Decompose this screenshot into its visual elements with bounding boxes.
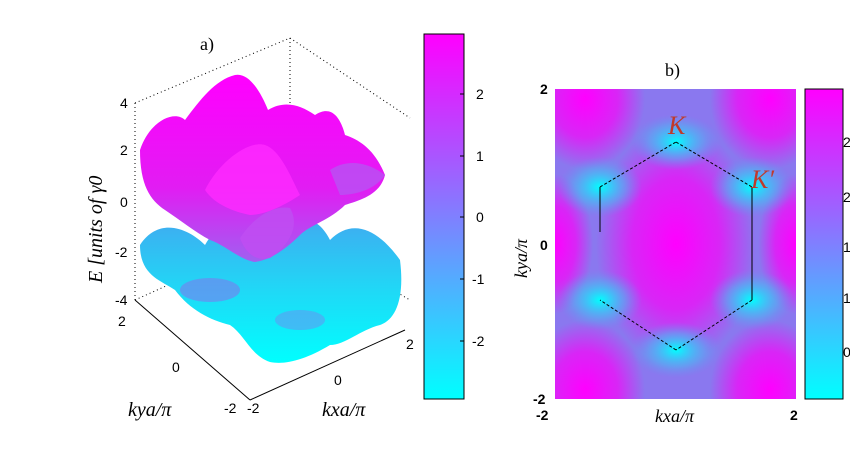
z-tick: 4 <box>120 95 128 111</box>
point-K: K <box>667 111 687 140</box>
z-tick: 0 <box>120 194 128 210</box>
colorbar-tick: 0 <box>843 344 850 360</box>
ky-tick: 0 <box>172 359 180 375</box>
colorbar-tick: 1 <box>843 290 850 306</box>
x-tick: 2 <box>790 407 798 423</box>
colorbar-tick: 1 <box>843 239 850 255</box>
colorbar-a: 2 1 0 -1 -2 <box>423 33 485 400</box>
z-tick: -2 <box>115 244 128 260</box>
panel-b: b) K K′ 2 <box>511 60 850 426</box>
colorbar-tick: 2 <box>476 86 484 102</box>
panel-b-label: b) <box>665 60 680 81</box>
kx-axis-label: kxa/π <box>322 399 366 421</box>
heatmap <box>555 89 796 399</box>
ky-tick: -2 <box>224 400 237 416</box>
z-tick: -4 <box>115 292 128 308</box>
kx-tick: 0 <box>334 372 342 388</box>
ky-axis-label: kya/π <box>128 399 172 421</box>
colorbar-tick: 2 <box>843 134 850 150</box>
x-tick: -2 <box>536 407 549 423</box>
panel-a: a) 4 2 0 -2 -4 2 0 <box>85 33 485 421</box>
x-axis-label: kxa/π <box>655 406 695 426</box>
colorbar-b: 2 2 1 1 0 <box>804 88 850 400</box>
kx-axis: -2 0 2 <box>247 329 414 416</box>
colorbar-tick: 2 <box>843 189 850 205</box>
brillouin-zone <box>599 141 753 351</box>
y-tick: 2 <box>540 81 548 97</box>
ky-tick: 2 <box>118 313 126 329</box>
z-axis-label: E [units of γ0 <box>85 176 107 284</box>
y-axis-label: kya/π <box>511 238 531 278</box>
z-axis: 4 2 0 -2 -4 <box>115 95 128 308</box>
panel-a-label: a) <box>200 34 214 55</box>
upper-band-fold <box>240 207 294 259</box>
z-tick: 2 <box>120 142 128 158</box>
y-tick: -2 <box>533 391 546 407</box>
colorbar-tick: 1 <box>476 148 484 164</box>
colorbar-tick: -1 <box>472 271 485 287</box>
lower-band-valley <box>180 278 240 302</box>
kx-tick: 2 <box>406 336 414 352</box>
lower-band-valley <box>275 310 325 330</box>
kx-tick: -2 <box>247 400 260 416</box>
colorbar-tick: -2 <box>472 333 485 349</box>
colorbar-tick: 0 <box>476 209 484 225</box>
upper-band-ridge <box>205 144 300 215</box>
heatmap-axes: 2 0 -2 -2 2 <box>533 81 798 423</box>
point-K-prime: K′ <box>750 165 774 194</box>
upper-band-fold <box>330 163 385 195</box>
y-tick: 0 <box>540 237 548 253</box>
ky-axis: 2 0 -2 <box>118 299 251 416</box>
lower-band-surface <box>140 217 402 363</box>
